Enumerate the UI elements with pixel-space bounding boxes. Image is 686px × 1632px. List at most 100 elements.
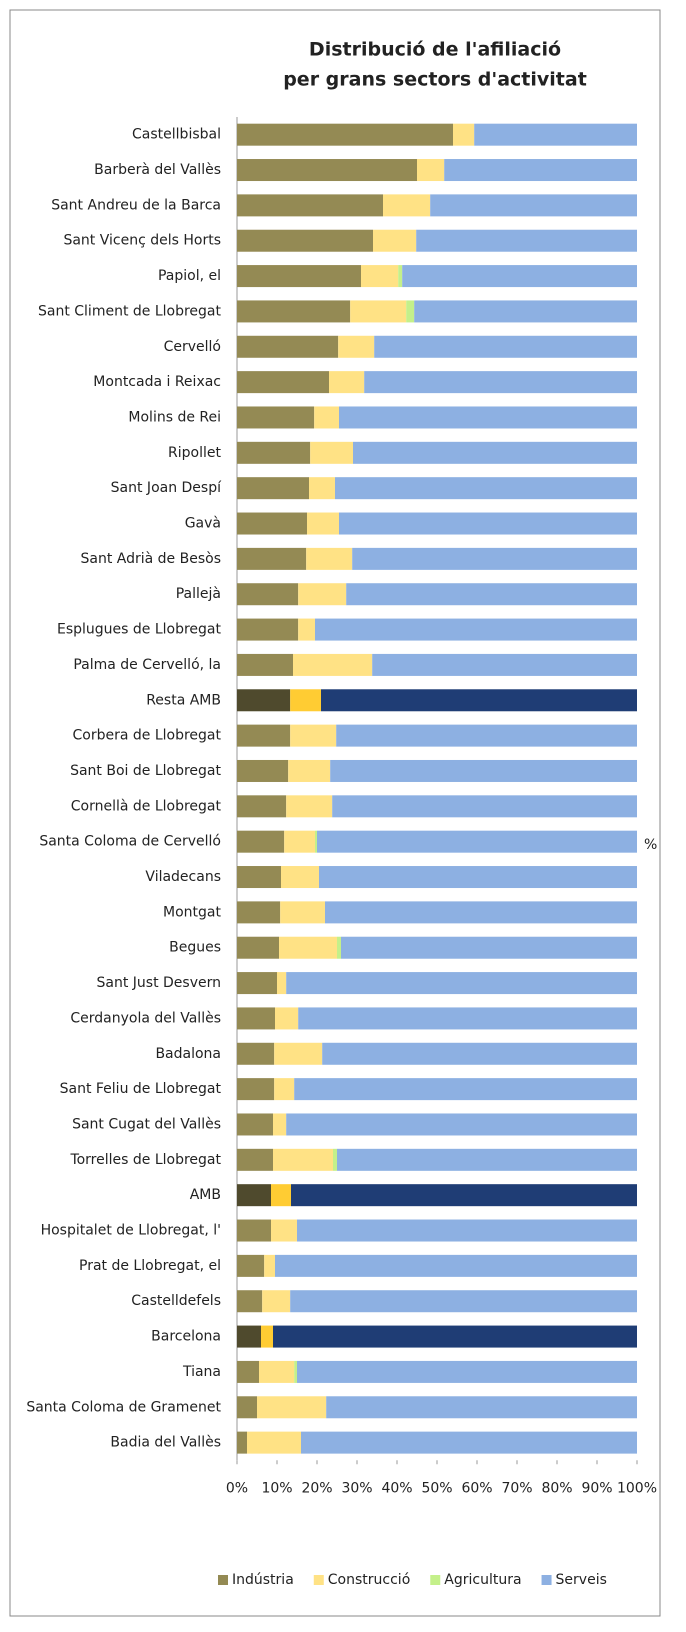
bar-segment — [398, 265, 403, 288]
bar-segment — [237, 194, 383, 217]
bar-segment — [286, 1113, 637, 1136]
y-tick-label: Tiana — [182, 1364, 221, 1380]
bar-segment — [237, 1254, 265, 1277]
x-tick-label: 30% — [341, 1480, 372, 1496]
bar-segment — [372, 653, 637, 676]
bar-segment — [237, 1431, 247, 1454]
legend-label: Indústria — [232, 1572, 294, 1588]
bar-segment — [237, 229, 373, 252]
bar-segment — [319, 866, 637, 889]
y-tick-label: Castelldefels — [131, 1293, 221, 1309]
legend-label: Agricultura — [444, 1572, 521, 1588]
y-tick-label: Hospitalet de Llobregat, l' — [41, 1223, 221, 1239]
y-tick-label: Sant Just Desvern — [97, 975, 221, 991]
legend-label: Serveis — [556, 1572, 607, 1588]
y-tick-label: Barberà del Vallès — [94, 162, 221, 178]
bar-segment — [237, 547, 307, 570]
bar-segment — [286, 795, 333, 818]
bar-segment — [301, 1431, 637, 1454]
x-tick-label: 90% — [581, 1480, 612, 1496]
bar-segment — [264, 1254, 275, 1277]
bar-segment — [430, 194, 637, 217]
bar-segment — [237, 583, 299, 606]
bar-segment — [237, 265, 361, 288]
x-tick-label: 10% — [261, 1480, 292, 1496]
legend-swatch — [430, 1575, 441, 1585]
bar-segment — [329, 371, 365, 394]
bar-segment — [297, 1219, 637, 1242]
y-tick-label: Sant Adrià de Besòs — [81, 551, 222, 567]
bar-segment — [273, 1325, 637, 1348]
bar-segment — [293, 653, 373, 676]
y-tick-label: Papiol, el — [158, 268, 221, 284]
bar-segment — [326, 1396, 637, 1419]
bar-segment — [474, 123, 637, 146]
bar-segment — [333, 1148, 337, 1171]
y-tick-label: Sant Joan Despí — [111, 480, 222, 496]
bar-segment — [335, 477, 637, 500]
y-tick-label: AMB — [190, 1187, 221, 1203]
bar-segment — [297, 1360, 637, 1383]
bar-segment — [237, 866, 281, 889]
y-tick-label: Montgat — [163, 904, 221, 920]
y-tick-label: Badalona — [155, 1046, 221, 1062]
x-tick-label: 50% — [421, 1480, 452, 1496]
y-tick-label: Badia del Vallès — [110, 1435, 221, 1451]
bar-segment — [444, 159, 637, 182]
bar-segment — [338, 335, 375, 358]
bar-segment — [247, 1431, 301, 1454]
bar-segment — [237, 1113, 273, 1136]
y-tick-label: Sant Vicenç dels Horts — [63, 233, 221, 249]
legend-swatch — [313, 1575, 324, 1585]
bar-segment — [273, 1148, 333, 1171]
bar-segment — [237, 972, 277, 995]
bar-segment — [275, 1007, 299, 1030]
bar-segment — [237, 1360, 259, 1383]
bar-segment — [337, 936, 341, 959]
bar-segment — [406, 300, 415, 323]
bar-segment — [261, 1325, 273, 1348]
y-tick-label: Pallejà — [176, 586, 221, 602]
legend-swatch — [218, 1575, 228, 1585]
bar-segment — [298, 1007, 637, 1030]
x-tick-label: 70% — [501, 1480, 532, 1496]
bar-segment — [339, 406, 637, 429]
y-tick-label: Sant Feliu de Llobregat — [60, 1081, 222, 1097]
bar-segment — [416, 229, 637, 252]
y-tick-label: Corbera de Llobregat — [73, 728, 222, 744]
bar-segment — [322, 1042, 637, 1065]
bar-segment — [237, 371, 329, 394]
bar-segment — [257, 1396, 327, 1419]
bar-segment — [237, 689, 291, 712]
bar-segment — [237, 512, 307, 535]
y-tick-label: Torrelles de Llobregat — [69, 1152, 221, 1168]
bar-segment — [383, 194, 431, 217]
y-tick-label: Resta AMB — [146, 692, 221, 708]
legend-swatch — [541, 1575, 552, 1585]
bar-segment — [284, 830, 315, 853]
bar-segment — [237, 300, 351, 323]
bar-segment — [310, 441, 353, 464]
x-tick-label: 0% — [226, 1480, 248, 1496]
chart-title: per grans sectors d'activitat — [283, 69, 587, 91]
y-tick-label: Cervelló — [164, 339, 221, 355]
bar-segment — [274, 1042, 323, 1065]
bar-segment — [294, 1078, 637, 1101]
bar-segment — [237, 830, 285, 853]
bar-segment — [237, 795, 287, 818]
bar-segment — [237, 936, 279, 959]
bar-segment — [374, 335, 637, 358]
bar-segment — [279, 936, 337, 959]
bar-segment — [259, 1360, 295, 1383]
bar-segment — [332, 795, 637, 818]
bar-segment — [286, 972, 637, 995]
bar-segment — [271, 1184, 291, 1207]
bar-segment — [237, 1325, 261, 1348]
bar-segment — [237, 1148, 273, 1171]
bar-segment — [291, 1184, 637, 1207]
y-tick-label: Molins de Rei — [128, 409, 221, 425]
bar-segment — [315, 830, 317, 853]
bar-segment — [453, 123, 475, 146]
bar-segment — [346, 583, 637, 606]
y-tick-label: Montcada i Reixac — [93, 374, 221, 390]
